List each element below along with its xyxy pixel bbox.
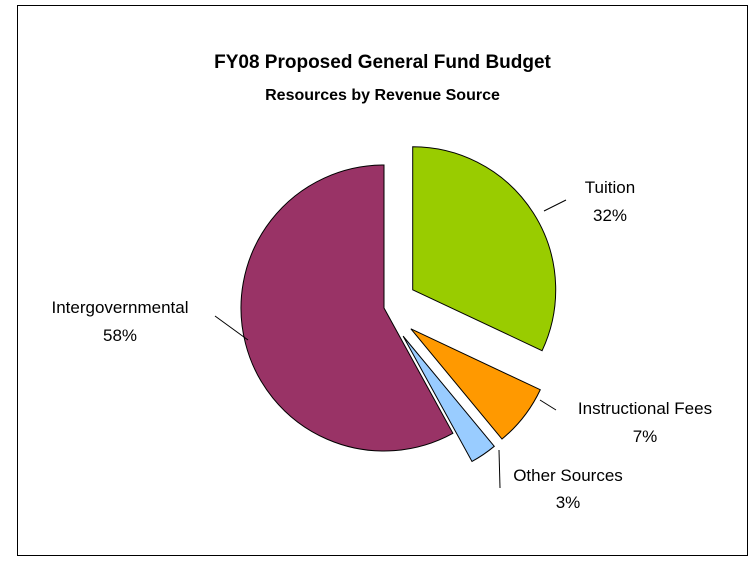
leader-line bbox=[214, 315, 249, 341]
slice-percent-label: 3% bbox=[556, 493, 581, 512]
pie-slice-other-sources bbox=[402, 335, 495, 463]
slice-percent-label: 7% bbox=[633, 427, 658, 446]
chart-subtitle: Resources by Revenue Source bbox=[265, 87, 500, 104]
pie-slice-tuition bbox=[412, 146, 557, 352]
pie-slice-intergovernmental bbox=[240, 164, 454, 452]
slice-name-label: Intergovernmental bbox=[51, 298, 188, 317]
chart-title: FY08 Proposed General Fund Budget bbox=[214, 52, 551, 73]
leader-line bbox=[539, 399, 557, 411]
pie-slice-instructional-fees bbox=[410, 328, 541, 440]
slice-name-label: Other Sources bbox=[513, 466, 623, 485]
slice-name-label: Tuition bbox=[585, 178, 635, 197]
slice-name-label: Instructional Fees bbox=[578, 399, 712, 418]
slice-percent-label: 32% bbox=[593, 206, 627, 225]
slice-percent-label: 58% bbox=[103, 326, 137, 345]
leader-line bbox=[498, 449, 501, 489]
leader-line bbox=[543, 199, 567, 212]
